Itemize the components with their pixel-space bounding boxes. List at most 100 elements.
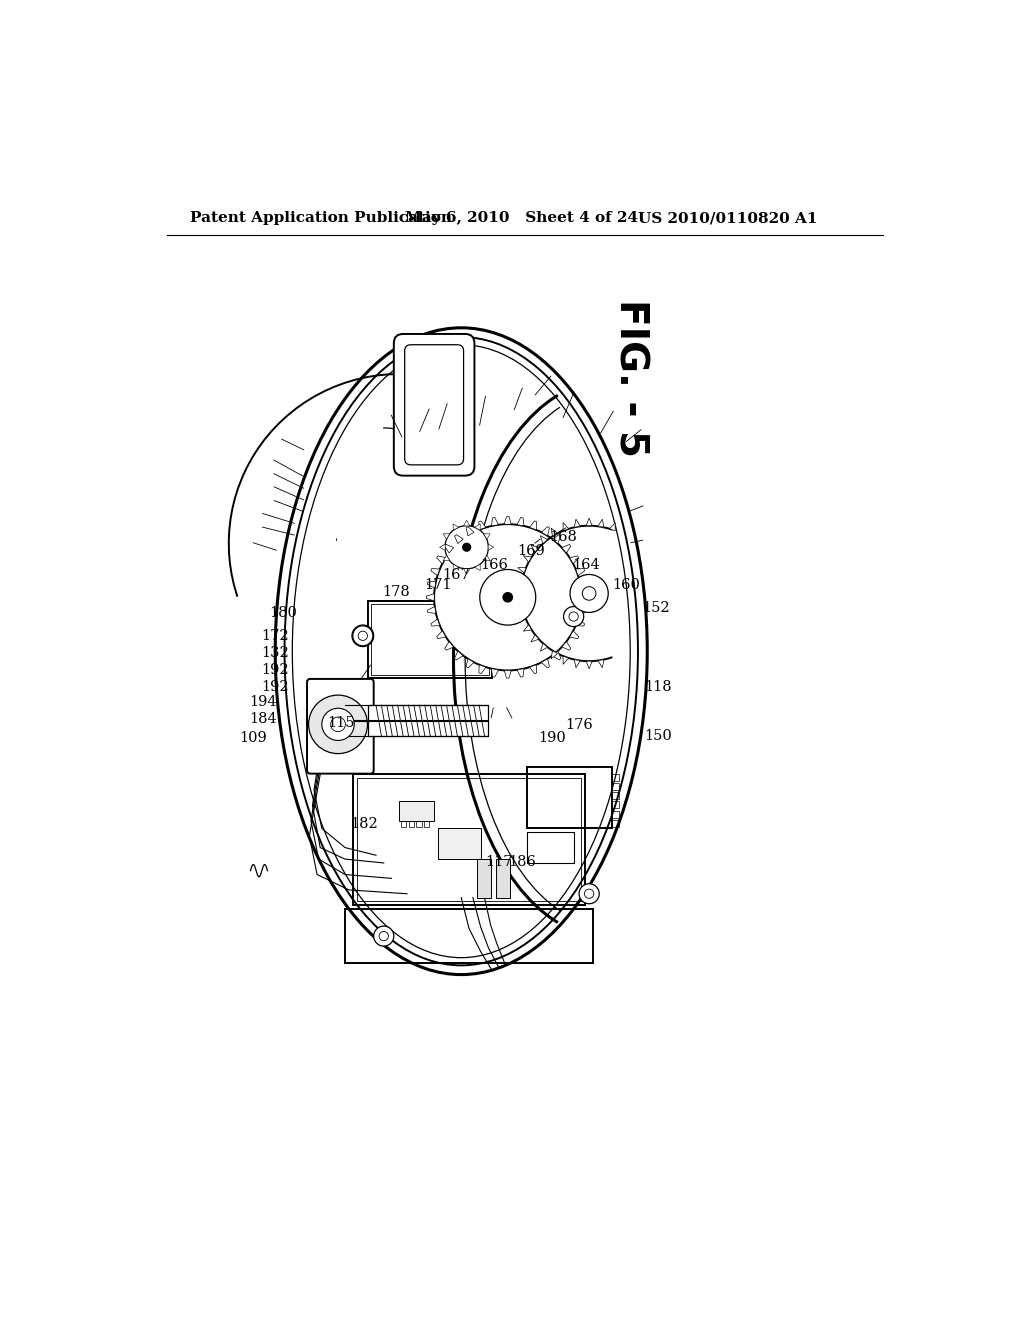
- Text: 167: 167: [442, 568, 470, 582]
- Bar: [438, 829, 480, 859]
- Text: 117: 117: [485, 855, 513, 869]
- Text: 182: 182: [350, 817, 378, 832]
- Circle shape: [358, 631, 368, 640]
- Circle shape: [570, 574, 608, 612]
- Polygon shape: [523, 556, 531, 562]
- Circle shape: [503, 593, 512, 602]
- Polygon shape: [569, 556, 579, 564]
- Polygon shape: [580, 606, 588, 614]
- Text: 160: 160: [612, 578, 640, 593]
- Text: May 6, 2010   Sheet 4 of 24: May 6, 2010 Sheet 4 of 24: [406, 211, 639, 226]
- Polygon shape: [580, 581, 588, 589]
- Polygon shape: [427, 581, 436, 589]
- Text: 178: 178: [382, 585, 410, 599]
- Bar: [352, 775, 586, 906]
- Bar: [409, 821, 414, 826]
- Polygon shape: [466, 659, 474, 668]
- Polygon shape: [518, 614, 526, 619]
- Circle shape: [331, 717, 345, 731]
- Text: 194: 194: [249, 696, 276, 709]
- Polygon shape: [431, 619, 440, 626]
- Text: Patent Application Publication: Patent Application Publication: [190, 211, 452, 226]
- Polygon shape: [523, 624, 531, 631]
- Polygon shape: [464, 569, 470, 574]
- Bar: [611, 783, 618, 789]
- Bar: [611, 820, 618, 826]
- Polygon shape: [563, 523, 568, 531]
- Polygon shape: [466, 527, 474, 536]
- Polygon shape: [475, 564, 480, 570]
- FancyBboxPatch shape: [307, 678, 374, 774]
- Text: 172: 172: [261, 630, 289, 643]
- Text: 180: 180: [269, 606, 297, 619]
- Circle shape: [569, 612, 579, 622]
- Polygon shape: [574, 660, 581, 668]
- Circle shape: [352, 626, 374, 647]
- Bar: [399, 801, 434, 821]
- Text: 176: 176: [565, 718, 593, 731]
- Text: 109: 109: [240, 731, 267, 744]
- Polygon shape: [475, 524, 480, 531]
- Polygon shape: [551, 651, 558, 659]
- Polygon shape: [598, 660, 604, 668]
- Circle shape: [445, 525, 488, 569]
- Polygon shape: [530, 635, 539, 642]
- Circle shape: [308, 696, 368, 754]
- Text: 118: 118: [644, 680, 672, 694]
- Text: US 2010/0110820 A1: US 2010/0110820 A1: [638, 211, 817, 226]
- Polygon shape: [575, 569, 585, 576]
- Polygon shape: [582, 594, 589, 601]
- Circle shape: [563, 607, 584, 627]
- Polygon shape: [542, 659, 550, 668]
- Circle shape: [434, 524, 582, 671]
- Polygon shape: [444, 642, 454, 651]
- FancyBboxPatch shape: [394, 334, 474, 475]
- Polygon shape: [504, 516, 511, 524]
- Polygon shape: [575, 619, 585, 626]
- Text: 169: 169: [517, 544, 545, 558]
- Polygon shape: [542, 527, 550, 536]
- Bar: [424, 821, 429, 826]
- Bar: [400, 821, 407, 826]
- Polygon shape: [436, 556, 445, 564]
- Circle shape: [357, 631, 369, 642]
- Text: 192: 192: [261, 663, 289, 677]
- Bar: [611, 810, 618, 817]
- Polygon shape: [574, 519, 581, 527]
- Polygon shape: [551, 528, 558, 536]
- Polygon shape: [431, 569, 440, 576]
- Circle shape: [379, 932, 388, 941]
- Bar: [477, 859, 490, 898]
- Polygon shape: [517, 669, 524, 677]
- Text: 190: 190: [539, 731, 566, 744]
- Polygon shape: [443, 533, 450, 540]
- Text: 132: 132: [261, 647, 289, 660]
- Circle shape: [322, 709, 354, 741]
- Text: 152: 152: [642, 601, 670, 615]
- Polygon shape: [529, 665, 537, 673]
- Polygon shape: [552, 651, 561, 660]
- Bar: [369, 705, 488, 737]
- Polygon shape: [479, 665, 486, 673]
- Bar: [611, 792, 618, 799]
- Polygon shape: [541, 536, 548, 544]
- Circle shape: [352, 626, 373, 645]
- Bar: [611, 774, 618, 780]
- Polygon shape: [436, 631, 445, 639]
- Polygon shape: [598, 519, 604, 527]
- Text: 150: 150: [644, 729, 672, 743]
- Polygon shape: [492, 517, 499, 525]
- Polygon shape: [488, 544, 494, 550]
- Text: 192: 192: [261, 680, 289, 694]
- Text: 164: 164: [572, 558, 600, 572]
- Bar: [496, 859, 510, 898]
- Text: 115: 115: [327, 715, 354, 730]
- Polygon shape: [492, 669, 499, 677]
- Text: 171: 171: [424, 578, 452, 593]
- Polygon shape: [464, 520, 470, 525]
- Polygon shape: [443, 556, 450, 561]
- Ellipse shape: [275, 327, 647, 974]
- Text: 186: 186: [509, 855, 537, 869]
- Polygon shape: [504, 671, 511, 678]
- Polygon shape: [444, 544, 454, 553]
